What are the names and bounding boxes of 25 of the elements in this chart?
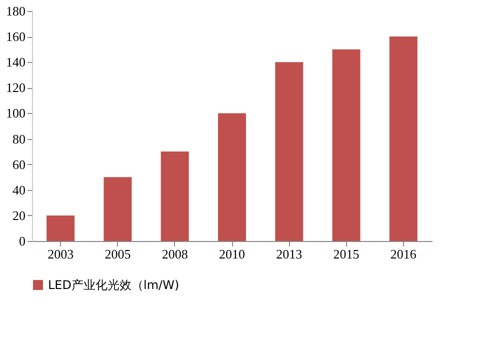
bar [104, 177, 132, 241]
x-tick-label: 2003 [48, 246, 74, 262]
bar [218, 113, 246, 241]
y-tick-label: 0 [19, 234, 26, 248]
y-tick-label: 40 [12, 182, 26, 198]
x-tick-label: 2005 [104, 246, 131, 262]
y-tick-label: 180 [6, 4, 26, 18]
x-tick-label: 2008 [162, 246, 188, 262]
bar [275, 62, 304, 241]
bar [46, 215, 75, 241]
y-tick-label: 140 [6, 54, 26, 70]
bar [332, 49, 360, 241]
bar [389, 36, 418, 241]
x-tick-label: 2013 [276, 246, 302, 262]
y-tick-label: 60 [12, 156, 26, 172]
y-tick-label: 160 [6, 29, 26, 44]
y-tick-label: 80 [12, 131, 26, 146]
legend-label: LED产业化光效（lm/W) [48, 278, 180, 292]
y-tick-label: 20 [12, 208, 26, 223]
x-tick-label: 2010 [219, 246, 245, 262]
x-tick-label: 2016 [390, 246, 417, 262]
y-tick-label: 100 [6, 106, 26, 121]
bar [160, 152, 189, 241]
y-tick-label: 120 [6, 80, 26, 96]
x-tick-label: 2015 [333, 246, 360, 262]
